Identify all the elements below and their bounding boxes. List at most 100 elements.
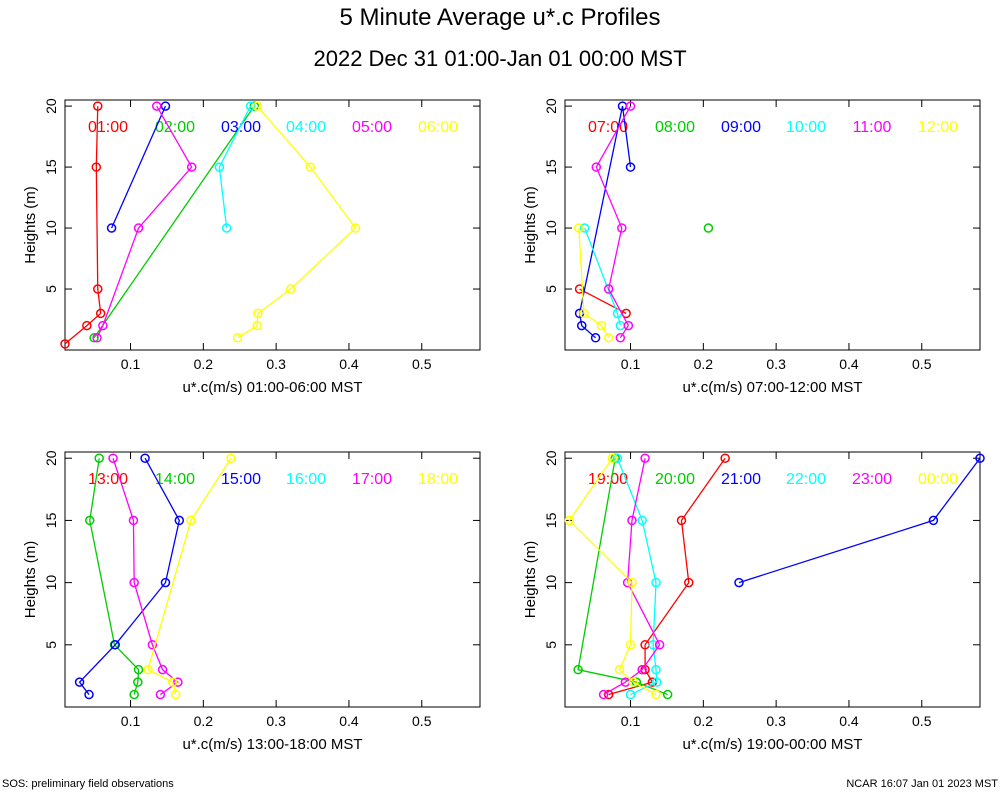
data-point <box>91 162 102 172</box>
data-point <box>285 284 296 294</box>
panel-2: 0.1 0.2 0.3 0.4 0.5 5 10 15 20 u*.c(m/s) 07:00-12… <box>522 98 981 396</box>
x-tick-label: 0.4 <box>839 713 859 729</box>
x-tick-label: 0.1 <box>621 713 641 729</box>
data-point <box>253 308 263 319</box>
data-point <box>662 689 673 700</box>
series-2200 <box>612 453 662 700</box>
data-point <box>186 515 196 526</box>
data-point <box>579 223 590 233</box>
series-1000 <box>579 223 626 331</box>
x-tick-label: 0.3 <box>766 713 786 729</box>
x-axis-label: u*.c(m/s) 19:00-00:00 MST <box>682 736 862 753</box>
y-tick-label: 10 <box>543 220 559 236</box>
series-0800 <box>703 223 714 233</box>
data-point <box>226 453 236 463</box>
data-point <box>573 664 583 675</box>
series-0000 <box>564 453 661 700</box>
y-axis-label: Heights (m) <box>522 186 539 264</box>
data-point <box>576 320 587 331</box>
x-tick-label: 0.2 <box>694 713 714 729</box>
series-line <box>568 457 657 696</box>
legend-entry: 07:00 <box>588 119 628 136</box>
legend-entry: 04:00 <box>286 119 326 136</box>
data-point <box>591 162 602 172</box>
data-point <box>603 284 614 294</box>
legend-entry: 12:00 <box>918 119 958 136</box>
data-point <box>98 320 108 331</box>
data-point <box>734 577 744 588</box>
data-point <box>110 640 120 650</box>
footer-right: NCAR 16:07 Jan 01 2023 MST <box>846 778 998 790</box>
y-tick-label: 5 <box>43 285 59 293</box>
legend-entry: 22:00 <box>786 471 826 488</box>
y-tick-label: 15 <box>43 159 59 175</box>
data-point <box>651 664 661 675</box>
data-point <box>89 333 99 343</box>
data-point <box>147 640 158 650</box>
x-tick-label: 0.4 <box>339 713 359 729</box>
data-point <box>221 223 232 233</box>
chart-title: 5 Minute Average u*.c Profiles <box>339 4 660 31</box>
legend-entry: 03:00 <box>221 119 261 136</box>
y-tick-label: 10 <box>543 575 559 591</box>
plot-frame <box>64 99 481 351</box>
x-tick-label: 0.3 <box>266 713 286 729</box>
data-point <box>170 689 181 700</box>
x-tick-label: 0.3 <box>266 356 286 372</box>
data-point <box>625 689 636 700</box>
series-line <box>578 228 610 339</box>
series-1800 <box>143 453 236 700</box>
panel-3: 0.1 0.2 0.3 0.4 0.5 5 10 15 20 u*.c(m/s) 13:00-18… <box>22 450 481 753</box>
data-point <box>625 101 636 111</box>
series-2100 <box>734 453 985 588</box>
x-tick-label: 0.5 <box>412 356 432 372</box>
series-0400 <box>214 101 256 233</box>
x-tick-label: 0.3 <box>766 356 786 372</box>
legend-entry: 20:00 <box>655 471 695 488</box>
data-point <box>133 664 144 675</box>
data-point <box>232 333 243 343</box>
data-point <box>157 664 168 675</box>
data-point <box>173 677 183 687</box>
data-point <box>651 577 661 588</box>
data-point <box>684 577 694 588</box>
data-point <box>637 664 647 675</box>
data-point <box>82 320 92 331</box>
data-point <box>614 664 625 675</box>
data-point <box>631 677 642 687</box>
y-tick-label: 15 <box>543 159 559 175</box>
series-0100 <box>60 101 106 349</box>
data-point <box>703 223 714 233</box>
series-0600 <box>232 101 361 343</box>
data-point <box>617 223 627 233</box>
series-1200 <box>574 223 614 343</box>
legend-entry: 02:00 <box>155 119 195 136</box>
y-tick-label: 5 <box>543 285 559 293</box>
legend-entry: 14:00 <box>155 471 195 488</box>
data-point <box>579 308 589 319</box>
data-point <box>627 515 637 526</box>
footer-left: SOS: preliminary field observations <box>2 778 174 790</box>
legend-entry: 15:00 <box>221 471 261 488</box>
data-point <box>640 453 650 463</box>
x-tick-label: 0.2 <box>694 356 714 372</box>
data-point <box>252 101 262 111</box>
series-1700 <box>108 453 183 700</box>
data-point <box>612 453 623 463</box>
data-point <box>133 677 143 687</box>
data-point <box>651 689 661 700</box>
data-point <box>628 677 639 687</box>
data-point <box>151 101 162 111</box>
data-point <box>129 577 139 588</box>
legend-entry: 17:00 <box>352 471 392 488</box>
series-0900 <box>574 101 636 343</box>
data-point <box>168 677 178 687</box>
data-point <box>627 577 637 588</box>
series-1100 <box>591 101 636 343</box>
data-point <box>133 223 144 233</box>
series-0200 <box>89 101 260 343</box>
data-point <box>108 453 118 463</box>
legend-entry: 06:00 <box>418 119 458 136</box>
data-point <box>564 515 575 526</box>
